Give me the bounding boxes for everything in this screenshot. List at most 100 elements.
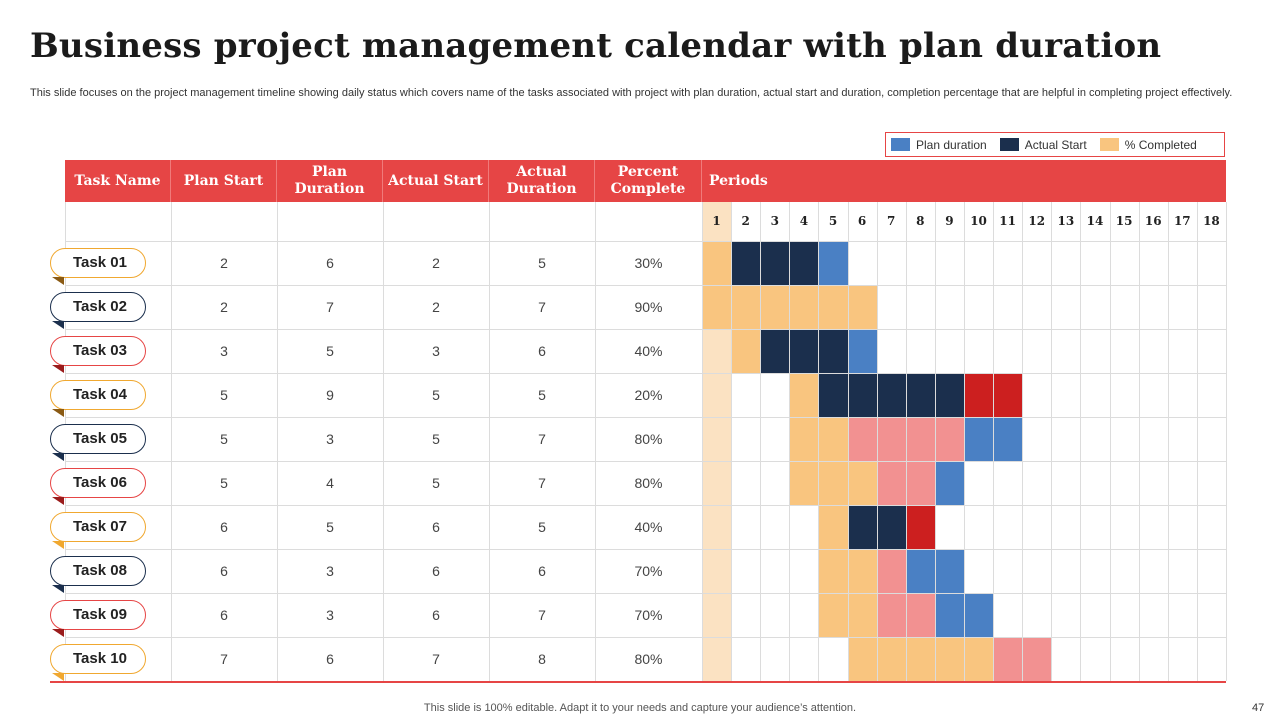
grid-vline — [383, 202, 384, 681]
gantt-cell — [702, 241, 732, 285]
cell-percent: 40% — [634, 519, 663, 535]
grid-hline — [65, 549, 1226, 550]
day-number-11: 11 — [999, 214, 1016, 228]
legend-swatch-plan — [891, 138, 910, 151]
grid-vline — [905, 202, 907, 681]
task-tag-tail — [52, 673, 64, 681]
day-number-8: 8 — [916, 214, 925, 228]
gantt-cell — [934, 593, 964, 637]
gantt-cell — [876, 637, 906, 681]
grid-vline — [731, 202, 733, 681]
task-tag: Task 03 — [50, 336, 146, 366]
gantt-cell — [963, 373, 994, 417]
cell-percent: 80% — [634, 651, 663, 667]
task-tag-tail — [52, 365, 64, 373]
header-plan-duration: Plan Duration — [277, 160, 383, 202]
header-periods: Periods — [702, 160, 1226, 202]
gantt-cell — [818, 461, 848, 505]
grid-hline — [65, 461, 1226, 462]
day-number-13: 13 — [1057, 214, 1075, 228]
gantt-cell — [905, 637, 935, 681]
table-bottom-line — [50, 681, 1226, 683]
task-tag-tail — [52, 541, 64, 549]
day-number-14: 14 — [1086, 214, 1104, 228]
cell-plan-duration: 6 — [326, 651, 334, 667]
cell-plan-start: 2 — [220, 255, 228, 271]
header-actual-duration: Actual Duration — [489, 160, 595, 202]
grid-vline — [595, 202, 596, 681]
gantt-cell — [789, 329, 819, 373]
day-number-1: 1 — [712, 214, 721, 228]
gantt-cell — [905, 461, 935, 505]
cell-plan-start: 3 — [220, 343, 228, 359]
day-number-12: 12 — [1028, 214, 1046, 228]
gantt-cell — [876, 373, 906, 417]
cell-plan-start: 5 — [220, 431, 228, 447]
day-number-2: 2 — [741, 214, 750, 228]
day-number-17: 17 — [1173, 214, 1191, 228]
task-tag-tail — [52, 585, 64, 593]
legend-label-actual: Actual Start — [1024, 137, 1087, 152]
gantt-cell — [876, 593, 906, 637]
grid-vline — [1196, 202, 1198, 681]
gantt-cell — [731, 285, 761, 329]
task-tag-tail — [52, 409, 64, 417]
cell-plan-duration: 4 — [326, 475, 334, 491]
gantt-cell — [789, 285, 819, 329]
cell-percent: 80% — [634, 475, 663, 491]
gantt-cell — [702, 285, 732, 329]
header-percent-complete: Percent Complete — [595, 160, 702, 202]
gantt-cell — [905, 505, 935, 549]
gantt-cell — [789, 461, 819, 505]
legend-label-plan: Plan duration — [916, 137, 987, 152]
cell-plan-duration: 3 — [326, 431, 334, 447]
gantt-cell — [934, 373, 964, 417]
task-tag: Task 07 — [50, 512, 146, 542]
gantt-cell — [702, 637, 732, 681]
cell-actual-start: 6 — [432, 563, 440, 579]
grid-vline — [993, 202, 995, 681]
gantt-cell — [731, 241, 761, 285]
task-tag-tail — [52, 629, 64, 637]
grid-hline — [65, 505, 1226, 506]
gantt-cell — [731, 329, 761, 373]
grid-vline — [1109, 202, 1111, 681]
cell-actual-duration: 7 — [538, 475, 546, 491]
gantt-cell — [847, 637, 877, 681]
gantt-cell — [818, 285, 848, 329]
gantt-cell — [876, 417, 906, 461]
cell-actual-start: 5 — [432, 387, 440, 403]
grid-vline — [489, 202, 490, 681]
gantt-cell — [905, 593, 935, 637]
cell-percent: 80% — [634, 431, 663, 447]
cell-actual-start: 5 — [432, 475, 440, 491]
grid-vline — [760, 202, 762, 681]
task-tag: Task 01 — [50, 248, 146, 278]
gantt-cell — [876, 461, 906, 505]
gantt-cell — [702, 461, 732, 505]
gantt-cell — [760, 285, 790, 329]
cell-plan-start: 5 — [220, 387, 228, 403]
cell-actual-duration: 8 — [538, 651, 546, 667]
gantt-cell — [1022, 637, 1052, 681]
gantt-cell — [993, 417, 1023, 461]
day-number-16: 16 — [1144, 214, 1162, 228]
day-number-6: 6 — [857, 214, 867, 228]
cell-actual-start: 5 — [432, 431, 440, 447]
grid-vline — [1138, 202, 1140, 681]
cell-actual-duration: 7 — [538, 607, 546, 623]
gantt-cell — [847, 505, 877, 549]
cell-actual-duration: 6 — [538, 343, 546, 359]
cell-plan-duration: 7 — [326, 299, 334, 315]
task-tag-tail — [52, 453, 64, 461]
cell-percent: 70% — [634, 563, 663, 579]
cell-plan-duration: 9 — [326, 387, 334, 403]
legend: Plan duration Actual Start % Completed — [885, 132, 1225, 157]
cell-actual-duration: 6 — [538, 563, 546, 579]
grid-vline — [847, 202, 849, 681]
day-number-7: 7 — [887, 214, 896, 228]
page-subtitle: This slide focuses on the project manage… — [30, 87, 1233, 99]
gantt-cell — [818, 593, 848, 637]
gantt-cell — [847, 461, 877, 505]
cell-plan-start: 7 — [220, 651, 228, 667]
